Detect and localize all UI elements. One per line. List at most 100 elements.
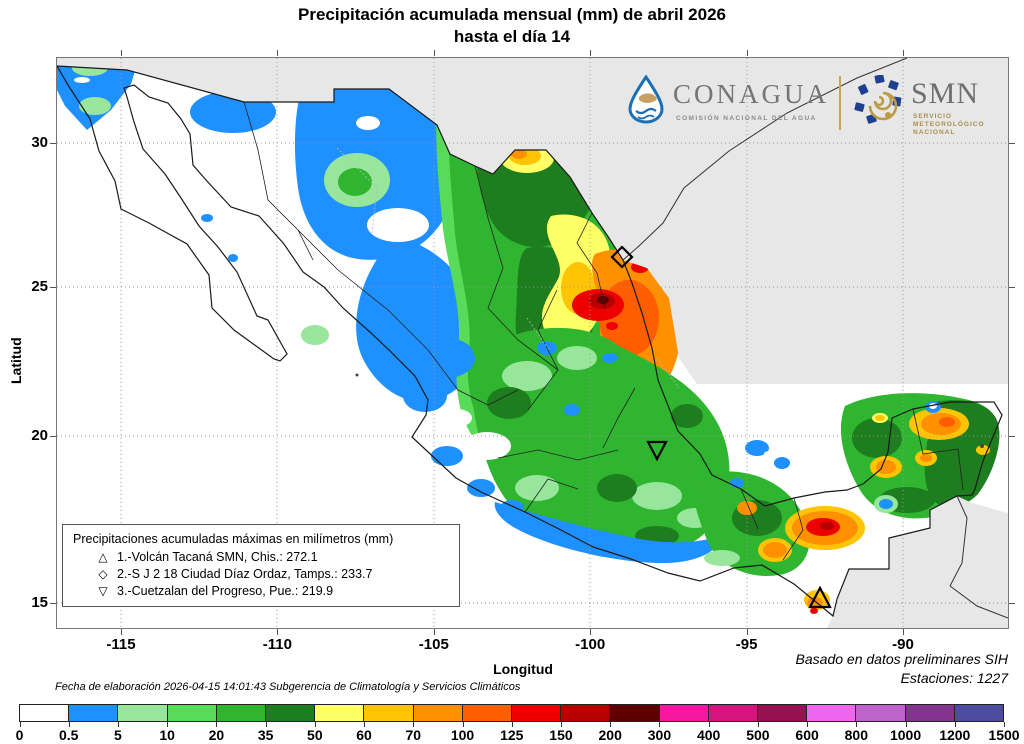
station-legend-row: ▽ 3.-Cuetzalan del Progreso, Pue.: 219.9 (73, 583, 451, 600)
colorbar-tick-mark (1004, 722, 1005, 727)
lon-tick-label: -110 (262, 636, 292, 653)
station-marker-triangle-down (646, 440, 668, 462)
lat-tick-mark (1009, 287, 1015, 288)
lon-tick-label: -115 (106, 636, 136, 653)
lon-tick-label: -95 (735, 636, 758, 653)
station-legend-text: 1.-Volcán Tacaná SMN, Chis.: 272.1 (117, 550, 318, 564)
lon-tick-mark (903, 629, 904, 635)
lat-tick-label: 15 (31, 594, 48, 611)
islands (355, 373, 984, 448)
colorbar-tick-mark (413, 722, 415, 727)
colorbar-segment (364, 705, 414, 721)
colorbar-tick-label: 1200 (939, 727, 971, 743)
mexico-coastline (57, 65, 1003, 618)
colorbar-tick-label: 50 (307, 727, 323, 743)
colorbar-segment (807, 705, 857, 721)
colorbar-segment (610, 705, 660, 721)
colorbar-tick-mark (167, 722, 169, 727)
map-title-line1: Precipitación acumulada mensual (mm) de … (298, 5, 726, 24)
station-marker-diamond (610, 245, 634, 269)
colorbar-tick-mark (364, 722, 366, 727)
colorbar-segment (758, 705, 808, 721)
colorbar-tick-mark (68, 722, 70, 727)
colorbar-segment (512, 705, 562, 721)
station-legend-text: 2.-S J 2 18 Ciudad Díaz Ordaz, Tamps.: 2… (117, 567, 373, 581)
colorbar-tick-label: 60 (356, 727, 372, 743)
colorbar-segment (856, 705, 906, 721)
lat-tick-mark (1009, 143, 1015, 144)
conagua-subtitle: COMISIÓN NACIONAL DEL AGUA (676, 115, 817, 122)
mexico-precipitation-map (57, 58, 1008, 628)
colorbar-segment (708, 705, 759, 721)
lon-tick-mark (121, 50, 122, 56)
smn-wordmark: SMN (911, 77, 980, 110)
station-legend-row: ◇ 2.-S J 2 18 Ciudad Díaz Ordaz, Tamps.: … (73, 566, 451, 583)
lat-tick-mark (50, 287, 56, 288)
colorbar-tick-label: 300 (647, 727, 672, 743)
colorbar-tick-mark (659, 722, 661, 727)
lat-tick-mark (1009, 436, 1015, 437)
footer-basis: Basado en datos preliminares SIH (795, 651, 1008, 667)
colorbar-tick-label: 500 (746, 727, 770, 743)
colorbar-tick-mark (117, 722, 119, 727)
colorbar-segment (216, 705, 267, 721)
station-marker-glyph: △ (98, 550, 108, 564)
graticule-gridlines (57, 58, 1008, 628)
map-plot-area: Precipitaciones acumuladas máximas en mi… (56, 57, 1009, 629)
colorbar-tick-mark (19, 722, 21, 727)
lon-tick-mark (433, 50, 435, 56)
smn-subtitle: SERVICIO METEOROLÓGICO NACIONAL (913, 113, 985, 136)
colorbar-segment (413, 705, 463, 721)
colorbar-tick-mark (462, 722, 464, 727)
colorbar-swatches (19, 704, 1004, 722)
colorbar-tick-label: 125 (500, 727, 524, 743)
smn-logo-icon (854, 75, 902, 124)
us-gulf-mask (57, 58, 1008, 384)
colorbar-tick-mark (856, 722, 858, 727)
lat-tick-label: 25 (31, 278, 48, 295)
map-title-line2: hasta el día 14 (453, 27, 571, 46)
colorbar-tick-label: 0 (15, 727, 24, 743)
colorbar-tick-mark (560, 722, 562, 727)
colorbar-tick-mark (757, 722, 759, 727)
lon-tick-mark (746, 50, 748, 56)
colorbar-tick-label: 200 (598, 727, 622, 743)
lon-tick-label: -105 (418, 636, 449, 653)
lat-tick-mark (50, 436, 56, 437)
colorbar-tick-mark (905, 722, 907, 727)
colorbar-tick-label: 20 (208, 727, 225, 743)
state-borders (243, 101, 964, 561)
lon-tick-mark (746, 629, 748, 635)
colorbar-segment (315, 705, 365, 721)
colorbar-tick-mark (511, 722, 513, 727)
colorbar-segment (905, 705, 955, 721)
x-axis-label: Longitud (493, 661, 553, 677)
colorbar-tick-label: 0.5 (58, 727, 79, 743)
footer-stations-count: Estaciones: 1227 (900, 670, 1008, 686)
lat-tick-label: 30 (31, 134, 48, 151)
colorbar-segment (167, 705, 217, 721)
logo-divider (839, 76, 841, 130)
stations-legend-title: Precipitaciones acumuladas máximas en mi… (73, 532, 394, 546)
colorbar-tick-mark (265, 722, 267, 727)
stations-legend-box: Precipitaciones acumuladas máximas en mi… (62, 524, 460, 607)
colorbar-segment (462, 705, 513, 721)
station-marker-triangle-up (808, 585, 832, 609)
conagua-logo-icon (628, 75, 664, 124)
colorbar-tick-mark (216, 722, 218, 727)
colorbar-tick-label: 5 (114, 727, 122, 743)
colorbar-tick-label: 150 (549, 727, 573, 743)
colorbar-tick-label: 600 (795, 727, 819, 743)
lon-tick-mark (277, 629, 279, 635)
colorbar-segment (659, 705, 709, 721)
colorbar-segment (20, 705, 70, 721)
colorbar-tick-label: 400 (696, 727, 721, 743)
colorbar-tick-mark (314, 722, 316, 727)
colorbar-tick-label: 70 (405, 727, 422, 743)
colorbar-tick-mark (708, 722, 710, 727)
colorbar-tick-mark (807, 722, 809, 727)
conagua-wordmark: CONAGUA (673, 79, 829, 109)
colorbar-tick-mark (954, 722, 956, 727)
municipal-borders (336, 147, 680, 389)
